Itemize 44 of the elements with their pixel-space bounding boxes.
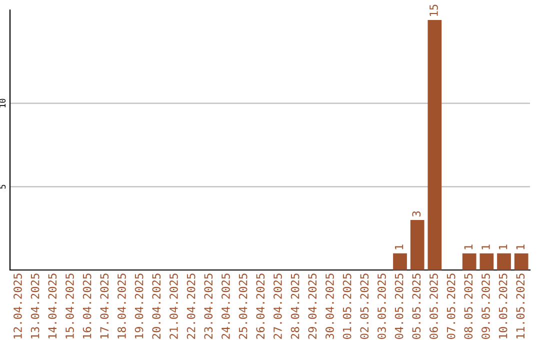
- x-tick-label: 22.04.2025: [186, 274, 196, 339]
- x-tick-label: 26.04.2025: [256, 274, 265, 339]
- data-label: 1: [394, 244, 404, 250]
- x-tick-label: 17.04.2025: [100, 274, 109, 338]
- bar: [514, 253, 528, 270]
- bar: [497, 253, 511, 270]
- x-tick-label: 12.04.2025: [14, 274, 22, 338]
- x-tick-label: 03.05.2025: [378, 274, 386, 339]
- data-label: 1: [498, 244, 508, 250]
- bar: [410, 220, 424, 270]
- data-label: 1: [482, 244, 490, 250]
- bar: [393, 253, 407, 270]
- x-tick-label: 08.05.2025: [464, 274, 473, 339]
- x-tick-label: 13.04.2025: [30, 274, 40, 338]
- x-tick-label: 20.04.2025: [152, 274, 161, 339]
- x-tick-label: 19.04.2025: [134, 274, 144, 338]
- x-tick-label: 21.04.2025: [170, 274, 178, 339]
- bar: [462, 253, 476, 270]
- x-tick-label: 24.04.2025: [222, 274, 230, 339]
- bar: [428, 20, 442, 270]
- x-tick-label: 30.04.2025: [326, 274, 334, 339]
- x-tick-label: 28.04.2025: [290, 274, 300, 339]
- x-tick-label: 23.04.2025: [204, 274, 213, 339]
- x-tick-label: 06.05.2025: [430, 274, 438, 339]
- x-tick-label: 15.04.2025: [66, 274, 74, 338]
- x-tick-label: 27.04.2025: [274, 274, 282, 339]
- x-tick-label: 01.05.2025: [342, 274, 352, 339]
- x-tick-label: 04.05.2025: [394, 274, 404, 339]
- x-tick-label: 09.05.2025: [482, 274, 490, 339]
- x-tick-label: 16.04.2025: [82, 274, 92, 338]
- x-tick-label: 18.04.2025: [118, 274, 126, 338]
- x-tick-label: 29.04.2025: [308, 274, 317, 339]
- data-label: 3: [412, 211, 421, 216]
- data-label: 1: [516, 244, 524, 250]
- x-tick-label: 02.05.2025: [360, 274, 369, 339]
- data-label: 15: [430, 4, 438, 16]
- x-tick-label: 14.04.2025: [48, 274, 57, 338]
- x-tick-label: 25.04.2025: [238, 274, 248, 339]
- x-tick-label: 07.05.2025: [446, 274, 456, 339]
- x-tick-label: 05.05.2025: [412, 274, 421, 339]
- bar: [480, 253, 494, 270]
- data-label: 1: [464, 244, 472, 250]
- x-tick-label: 11.05.2025: [516, 274, 525, 338]
- x-tick-label: 10.05.2025: [498, 274, 508, 338]
